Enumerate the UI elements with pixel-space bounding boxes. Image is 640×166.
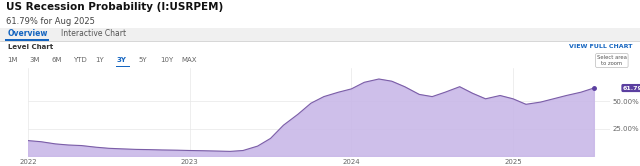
Text: Overview: Overview: [8, 29, 48, 38]
Text: 6M: 6M: [51, 57, 61, 63]
Bar: [5, 40, 49, 41]
Text: 61.79% for Aug 2025: 61.79% for Aug 2025: [6, 17, 95, 26]
Text: YTD: YTD: [73, 57, 86, 63]
Text: 5Y: 5Y: [138, 57, 147, 63]
Text: Level Chart: Level Chart: [8, 44, 53, 50]
Text: 61.79%: 61.79%: [623, 85, 640, 90]
Text: Interactive Chart: Interactive Chart: [61, 29, 126, 38]
Text: 1Y: 1Y: [95, 57, 104, 63]
Text: MAX: MAX: [182, 57, 197, 63]
Text: VIEW FULL CHART: VIEW FULL CHART: [569, 44, 632, 49]
Text: 10Y: 10Y: [160, 57, 173, 63]
Text: 1M: 1M: [8, 57, 18, 63]
Text: Select area
to zoom: Select area to zoom: [597, 55, 627, 66]
Text: 3M: 3M: [29, 57, 40, 63]
Text: 3Y: 3Y: [116, 57, 126, 63]
Bar: [116, 66, 130, 67]
Text: US Recession Probability (I:USRPEM): US Recession Probability (I:USRPEM): [6, 2, 223, 12]
